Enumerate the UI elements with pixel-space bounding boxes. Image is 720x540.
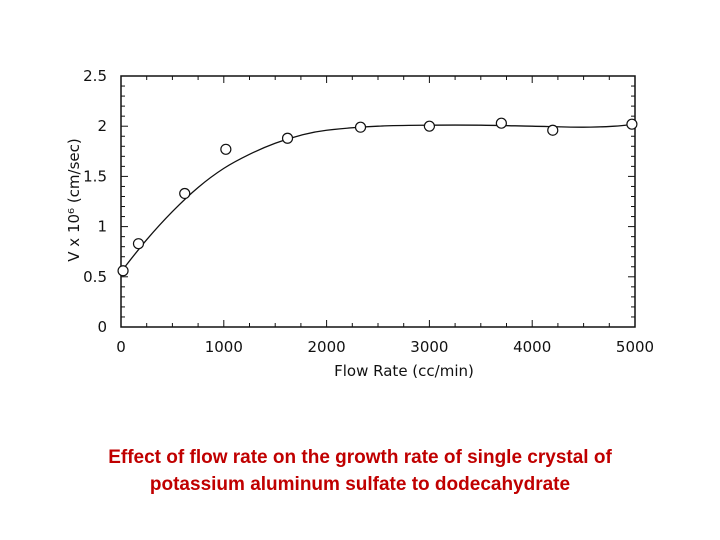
x-axis-label: Flow Rate (cc/min)	[334, 362, 474, 380]
data-point	[179, 187, 191, 200]
tick-labels: 0 1000 2000 3000 4000 5000 0 0.5 1 1.5 2 2.5	[83, 67, 654, 356]
caption-line-1: Effect of flow rate on the growth rate o…	[108, 447, 612, 468]
y-tick-label: 0.5	[83, 268, 107, 286]
data-point	[354, 121, 367, 133]
x-tick-label: 4000	[513, 338, 551, 356]
y-tick-label: 2	[97, 117, 107, 135]
caption-line-2: potassium aluminum sulfate to dodecahydr…	[149, 474, 571, 495]
plot-frame	[120, 75, 636, 328]
data-point	[495, 117, 507, 129]
y-tick-label: 1	[97, 218, 107, 236]
data-point	[423, 120, 435, 132]
data-point	[281, 132, 294, 144]
x-tick-label: 3000	[410, 338, 448, 356]
x-tick-label: 2000	[308, 338, 346, 356]
data-point	[547, 124, 559, 136]
data-point	[132, 238, 145, 250]
y-tick-label: 2.5	[83, 67, 107, 85]
y-axis-label: V x 10⁶ (cm/sec)	[65, 138, 83, 261]
data-point	[626, 118, 638, 130]
figure-caption: Effect of flow rate on the growth rate o…	[0, 444, 720, 498]
fitted-curve	[120, 123, 636, 273]
data-point	[117, 265, 129, 277]
data-points	[117, 117, 638, 277]
data-point	[220, 143, 232, 155]
y-tick-label: 0	[97, 318, 107, 336]
x-tick-label: 0	[116, 338, 126, 356]
y-tick-label: 1.5	[83, 167, 107, 185]
x-tick-label: 5000	[616, 338, 654, 356]
x-tick-label: 1000	[205, 338, 243, 356]
axis-ticks	[120, 75, 636, 328]
